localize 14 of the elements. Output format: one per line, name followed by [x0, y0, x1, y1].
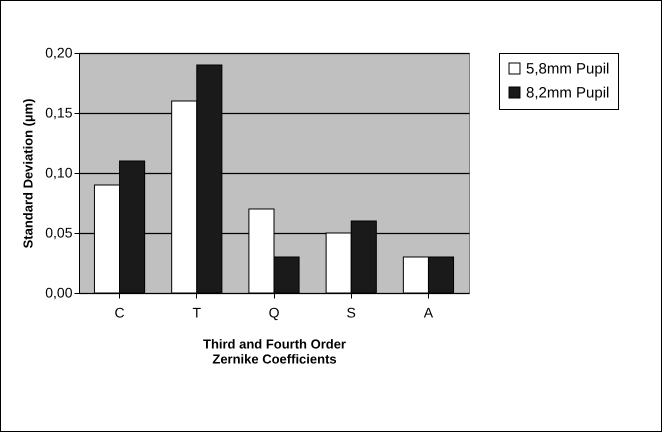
legend-label: 8,2mm Pupil	[526, 84, 610, 102]
x-axis-title: Third and Fourth Order Zernike Coefficients	[203, 336, 346, 366]
x-tick-label: C	[114, 304, 125, 320]
x-tick-label: Q	[268, 304, 280, 320]
y-tick-label: 0,05	[45, 224, 73, 240]
y-tick-label: 0,10	[45, 164, 73, 180]
y-axis-title: Standard Deviation (µm)	[20, 98, 36, 248]
y-tick-label: 0,00	[45, 284, 73, 300]
x-tick-label: A	[424, 304, 434, 320]
x-tick-label: T	[192, 304, 202, 320]
x-tick-label: S	[346, 304, 356, 320]
legend-label: 5,8mm Pupil	[526, 60, 610, 78]
y-tick-label: 0,20	[45, 44, 73, 60]
y-tick-label: 0,15	[45, 104, 73, 120]
